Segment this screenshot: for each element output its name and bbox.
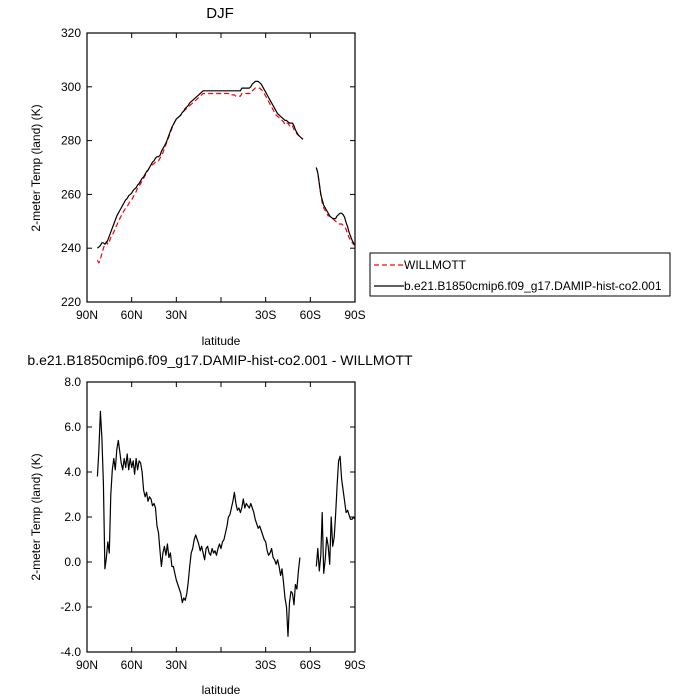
chart1-x-axis-label: latitude <box>202 334 241 348</box>
chart2-x-tick-label: 30N <box>165 658 187 672</box>
chart1-y-tick-label: 280 <box>61 134 81 148</box>
chart1-y-tick-label: 300 <box>61 80 81 94</box>
legend-box <box>369 252 671 297</box>
chart1-series-1-line-segment-0 <box>97 80 304 249</box>
chart1-x-tick-label: 90N <box>76 308 98 322</box>
chart2-series-0-line-segment-1 <box>315 455 356 574</box>
chart1-plot-frame <box>86 32 356 303</box>
chart2-x-axis-label: latitude <box>202 683 241 697</box>
chart2-x-tick-label: 60S <box>300 658 321 672</box>
chart1-y-tick-label: 220 <box>61 295 81 309</box>
chart2-x-tick-label: 30S <box>255 658 276 672</box>
chart1-x-tick-label: 30S <box>255 308 276 322</box>
chart1-series-1-line-segment-1 <box>315 167 356 246</box>
chart2-y-tick-label: 6.0 <box>64 420 81 434</box>
chart2-y-tick-label: 2.0 <box>64 510 81 524</box>
chart2-y-axis-label: 2-meter Temp (land) (K) <box>29 453 43 580</box>
chart1-x-tick-label: 60N <box>121 308 143 322</box>
legend: WILLMOTT b.e21.B1850cmip6.f09_g17.DAMIP-… <box>369 252 671 297</box>
chart1-series-0-line-segment-0 <box>96 87 304 264</box>
chart2-series-0-line-segment-0 <box>96 410 301 637</box>
chart2-y-tick-label: 0.0 <box>64 555 81 569</box>
chart1-x-tick-label: 30N <box>165 308 187 322</box>
chart1-y-tick-label: 260 <box>61 187 81 201</box>
legend-label-model: b.e21.B1850cmip6.f09_g17.DAMIP-hist-co2.… <box>404 279 662 293</box>
chart2-y-tick-label: 8.0 <box>64 375 81 389</box>
chart2-x-tick-label: 90S <box>344 658 365 672</box>
chart2-x-tick-label: 90N <box>76 658 98 672</box>
chart2-plot-frame <box>86 381 356 653</box>
chart1-x-tick-label: 60S <box>300 308 321 322</box>
chart1-x-tick-label: 90S <box>344 308 365 322</box>
chart1-y-axis: 220 240 260 280 300 320 <box>61 26 355 309</box>
chart1-x-axis: 90N 60N 30N 30S 60S 90S <box>76 33 366 322</box>
chart1-title: DJF <box>206 5 234 22</box>
chart-difference: b.e21.B1850cmip6.f09_g17.DAMIP-hist-co2.… <box>27 352 413 697</box>
chart2-y-tick-label: -2.0 <box>60 600 81 614</box>
chart1-y-axis-label: 2-meter Temp (land) (K) <box>29 104 43 231</box>
chart2-y-axis: -4.0 -2.0 0.0 2.0 4.0 6.0 8.0 <box>60 375 355 659</box>
chart1-series-group <box>96 80 356 264</box>
chart1-series-0-line-segment-1 <box>315 167 356 246</box>
chart2-y-tick-label: 4.0 <box>64 465 81 479</box>
chart2-series-group <box>96 410 356 637</box>
chart2-y-tick-label: -4.0 <box>60 645 81 659</box>
chart1-y-tick-label: 240 <box>61 241 81 255</box>
chart2-title: b.e21.B1850cmip6.f09_g17.DAMIP-hist-co2.… <box>27 352 413 368</box>
chart2-x-tick-label: 60N <box>121 658 143 672</box>
legend-label-willmott: WILLMOTT <box>404 258 467 272</box>
chart2-x-axis: 90N 60N 30N 30S 60S 90S <box>76 382 366 672</box>
chart1-y-tick-label: 320 <box>61 26 81 40</box>
